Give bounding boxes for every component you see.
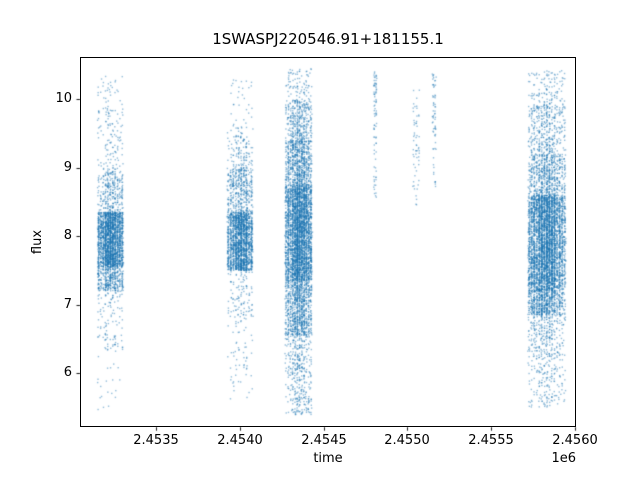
x-tick-label-1: 2.4540 — [217, 433, 263, 448]
plot-title: 1SWASPJ220546.91+181155.1 — [212, 30, 444, 48]
y-tick-label-1: 7 — [63, 297, 72, 312]
x-tick-label-2: 2.4545 — [301, 433, 347, 448]
x-tick-label-3: 2.4550 — [384, 433, 430, 448]
y-tick-label-3: 9 — [63, 160, 72, 175]
x-tick-label-4: 2.4555 — [468, 433, 514, 448]
x-tick-label-5: 2.4560 — [552, 433, 598, 448]
x-axis-label: time — [313, 451, 343, 466]
y-tick-label-4: 10 — [55, 91, 72, 106]
x-axis-offset-label: 1e6 — [551, 451, 576, 466]
x-tick-label-0: 2.4535 — [133, 433, 179, 448]
y-tick-label-0: 6 — [63, 365, 72, 380]
y-tick-label-2: 8 — [63, 228, 72, 243]
